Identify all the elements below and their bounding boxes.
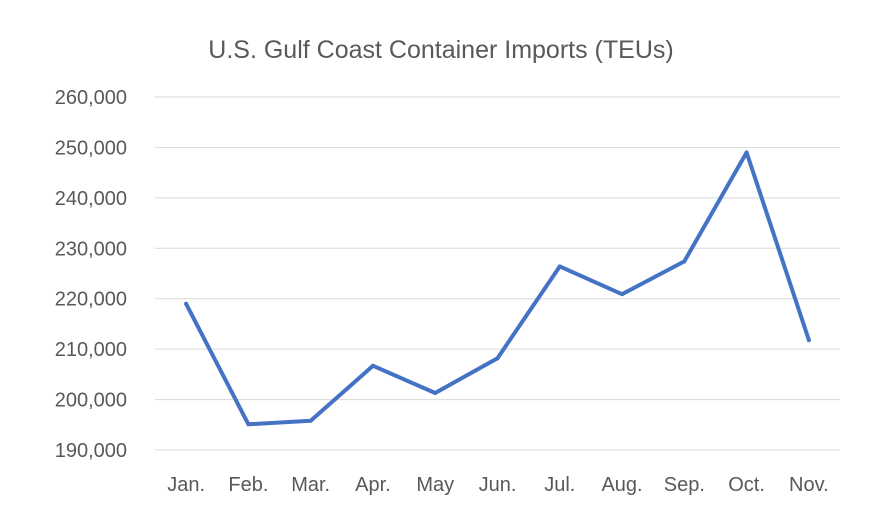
data-point bbox=[620, 292, 625, 297]
y-tick-label: 230,000 bbox=[55, 238, 127, 260]
x-tick-label: Apr. bbox=[355, 474, 391, 496]
data-point bbox=[246, 422, 251, 427]
x-tick-label: Nov. bbox=[789, 474, 829, 496]
chart-title: U.S. Gulf Coast Container Imports (TEUs) bbox=[208, 36, 673, 64]
y-tick-label: 200,000 bbox=[55, 390, 127, 412]
data-point bbox=[495, 356, 500, 361]
data-point bbox=[184, 301, 189, 306]
data-point bbox=[308, 418, 313, 423]
x-tick-label: Aug. bbox=[601, 474, 642, 496]
series-line bbox=[184, 150, 811, 427]
y-tick-label: 240,000 bbox=[55, 188, 127, 210]
data-point bbox=[682, 259, 687, 264]
x-tick-label: Mar. bbox=[291, 474, 330, 496]
y-tick-label: 190,000 bbox=[55, 440, 127, 462]
y-axis-tick-labels: 190,000 200,000 210,000 220,000 230,000 240,0… bbox=[55, 87, 127, 462]
data-point bbox=[744, 150, 749, 155]
x-tick-label: Sep. bbox=[664, 474, 705, 496]
x-tick-label: Jan. bbox=[167, 474, 205, 496]
y-tick-label: 260,000 bbox=[55, 87, 127, 109]
data-point bbox=[557, 264, 562, 269]
data-point bbox=[806, 338, 811, 343]
x-tick-label: May bbox=[416, 474, 454, 496]
y-tick-label: 250,000 bbox=[55, 137, 127, 159]
data-point bbox=[370, 363, 375, 368]
x-tick-label: Oct. bbox=[728, 474, 765, 496]
series-group bbox=[184, 150, 811, 427]
y-tick-label: 210,000 bbox=[55, 339, 127, 361]
x-tick-label: Jul. bbox=[544, 474, 575, 496]
gridlines bbox=[155, 96, 840, 451]
x-tick-label: Feb. bbox=[228, 474, 268, 496]
data-point bbox=[433, 391, 438, 396]
y-tick-label: 220,000 bbox=[55, 289, 127, 311]
x-tick-label: Jun. bbox=[479, 474, 517, 496]
x-axis-tick-labels: Jan. Feb. Mar. Apr. May Jun. Jul. Aug. Sep. Oct. N… bbox=[167, 474, 828, 496]
